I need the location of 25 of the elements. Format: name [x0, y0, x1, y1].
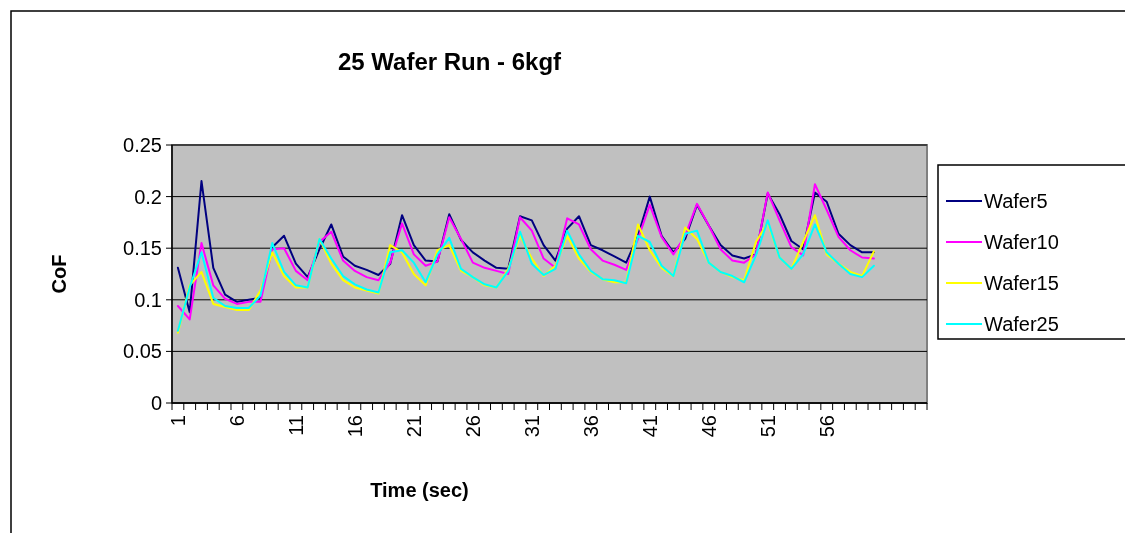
y-tick-label: 0 — [150, 392, 162, 414]
x-tick-label: 41 — [638, 415, 661, 438]
x-tick-label: 26 — [461, 415, 484, 438]
y-axis-title: CoF — [48, 254, 70, 294]
y-tick-label: 0.05 — [123, 340, 162, 363]
y-tick-label: 0.15 — [123, 237, 162, 260]
x-tick-label: 11 — [284, 415, 307, 436]
chart-title: 25 Wafer Run - 6kgf — [337, 48, 563, 75]
legend-label: Wafer5 — [984, 190, 1048, 212]
x-tick-label: 6 — [225, 415, 248, 427]
y-tick-label: 0.2 — [134, 185, 162, 208]
x-tick-label: 16 — [343, 415, 366, 438]
x-tick-label: 21 — [402, 415, 425, 438]
legend-label: Wafer10 — [984, 231, 1059, 253]
x-axis-title: Time (sec) — [370, 479, 469, 501]
y-tick-label: 0.25 — [123, 134, 162, 156]
x-tick-label: 46 — [697, 415, 720, 438]
legend-label: Wafer15 — [984, 272, 1059, 294]
x-tick-label: 36 — [579, 415, 602, 438]
x-tick-label: 31 — [520, 415, 543, 438]
legend-label: Wafer25 — [984, 313, 1059, 335]
x-tick-label: 56 — [815, 415, 838, 438]
x-tick-label: 51 — [756, 415, 779, 438]
y-tick-label: 0.1 — [134, 288, 162, 311]
x-tick-label: 1 — [166, 415, 189, 427]
